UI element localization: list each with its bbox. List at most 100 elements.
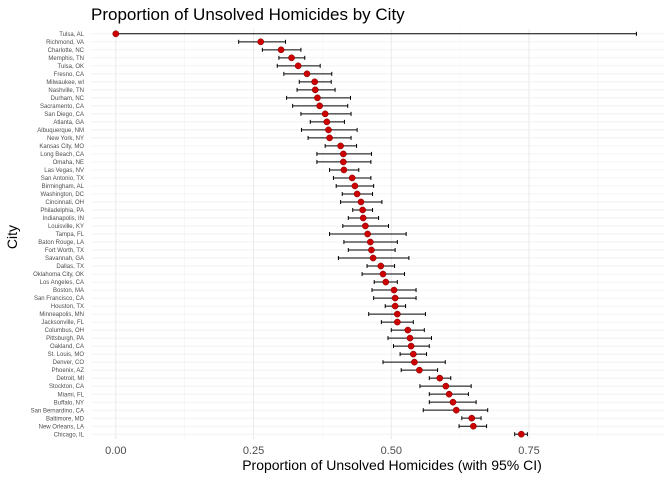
data-point: [517, 430, 525, 438]
data-point: [294, 62, 302, 70]
y-tick-label: Baton Rouge, LA: [38, 240, 84, 246]
y-tick-label: Albuquerque, NM: [37, 128, 84, 134]
data-point: [449, 398, 457, 406]
y-tick-label: Los Angeles, CA: [40, 280, 84, 286]
y-tick-label: Washington, DC: [41, 192, 85, 198]
data-point: [411, 358, 418, 366]
data-point: [348, 174, 356, 182]
data-point: [379, 270, 387, 278]
y-tick-label: Charlotte, NC: [48, 48, 85, 54]
y-tick-label: Nashville, TN: [48, 88, 84, 94]
y-tick-label: St. Louis, MO: [48, 352, 85, 358]
data-point: [436, 374, 444, 382]
y-tick-label: Cincinnati, OH: [45, 200, 84, 206]
y-tick-label: Indianapolis, IN: [43, 216, 84, 222]
y-tick-label: San Francisco, CA: [34, 296, 84, 302]
y-tick-label: Tulsa, OK: [58, 64, 84, 70]
y-tick-label: Atlanta, GA: [53, 120, 84, 126]
y-tick-label: Minneapolis, MN: [39, 312, 84, 318]
data-point: [366, 238, 374, 246]
data-point: [326, 134, 333, 142]
data-point: [357, 198, 365, 206]
data-point: [359, 206, 366, 214]
x-tick-label: 0.25: [243, 445, 264, 457]
data-point: [452, 406, 460, 414]
y-tick-label: Houston, TX: [51, 304, 84, 310]
y-tick-label: Long Beach, CA: [40, 152, 84, 158]
data-point: [468, 414, 476, 422]
y-axis-title: City: [4, 225, 20, 249]
data-point: [407, 342, 415, 350]
y-tick-label: Chicago, IL: [54, 432, 85, 438]
y-tick-label: Las Vegas, NV: [44, 168, 84, 174]
data-point: [112, 30, 120, 38]
chart-title: Proportion of Unsolved Homicides by City: [91, 5, 405, 24]
data-point: [311, 78, 319, 86]
y-tick-label: Detroit, MI: [56, 376, 84, 382]
y-tick-label: Savannah, GA: [45, 256, 84, 262]
y-tick-label: Pittsburgh, PA: [46, 336, 84, 342]
y-tick-label: Tampa, FL: [56, 232, 85, 238]
y-tick-label: Philadelphia, PA: [40, 208, 84, 214]
data-point: [409, 350, 417, 358]
y-tick-label: Kansas City, MO: [39, 144, 84, 150]
data-point: [316, 102, 323, 110]
plot-panel: 0.00 0.25 0.50 0.75 Tulsa, AL Richmond, VA Cha…: [31, 29, 664, 457]
y-tick-label: Memphis, TN: [48, 56, 84, 62]
y-tick-label: Stockton, CA: [49, 384, 84, 390]
data-point: [321, 110, 329, 118]
y-tick-label: San Bernardino, CA: [31, 408, 84, 414]
y-tick-label: New York, NY: [47, 136, 84, 142]
x-tick-label: 0.50: [381, 445, 402, 457]
y-tick-label: Richmond, VA: [46, 40, 84, 46]
data-point: [325, 126, 332, 134]
y-tick-label: Dallas, TX: [56, 264, 84, 270]
y-tick-label: Baltimore, MD: [46, 416, 85, 422]
y-tick-label: Buffalo, NY: [54, 400, 84, 406]
y-tick-label: Miami, FL: [58, 392, 85, 398]
data-point: [404, 326, 412, 334]
data-point: [303, 70, 311, 78]
data-point: [337, 142, 344, 150]
data-point: [390, 286, 398, 294]
data-point: [377, 262, 385, 270]
y-tick-label: San Diego, CA: [44, 112, 84, 118]
y-tick-label: Omaha, NE: [53, 160, 84, 166]
x-tick-label: 0.75: [518, 445, 539, 457]
y-tick-label: San Antonio, TX: [41, 176, 84, 182]
data-point: [393, 318, 401, 326]
data-point: [416, 366, 423, 374]
data-point: [442, 382, 450, 390]
data-point: [391, 302, 399, 310]
data-point: [391, 294, 399, 302]
y-tick-label: Denver, CO: [53, 360, 85, 366]
data-point: [314, 94, 321, 102]
data-point: [288, 54, 295, 62]
data-point: [323, 118, 331, 126]
y-tick-label: Sacramento, CA: [40, 104, 84, 110]
y-tick-label: New Orleans, LA: [39, 424, 84, 430]
x-axis-title: Proportion of Unsolved Homicides (with 9…: [242, 457, 542, 473]
data-point: [277, 46, 285, 54]
y-tick-label: Oklahoma City, OK: [33, 272, 84, 278]
data-point: [369, 254, 377, 262]
data-point: [445, 390, 453, 398]
x-tick-label: 0.00: [105, 445, 126, 457]
y-tick-label: Milwaukee, wI: [46, 80, 84, 86]
y-tick-label: Phoenix, AZ: [52, 368, 85, 374]
data-point: [339, 150, 347, 158]
y-tick-label: Tulsa, AL: [59, 32, 84, 38]
data-point: [353, 190, 361, 198]
error-bar: [115, 31, 637, 36]
data-point: [368, 246, 375, 254]
y-tick-label: Louisville, KY: [48, 224, 84, 230]
data-point: [393, 310, 401, 318]
y-tick-label: Columbus, OH: [45, 328, 84, 334]
y-tick-label: Fort Worth, TX: [45, 248, 84, 254]
data-point: [362, 222, 369, 230]
y-tick-label: Fresno, CA: [54, 72, 84, 78]
y-tick-label: Boston, MA: [53, 288, 84, 294]
y-tick-label: Jacksonville, FL: [41, 320, 84, 326]
data-point: [382, 278, 390, 286]
